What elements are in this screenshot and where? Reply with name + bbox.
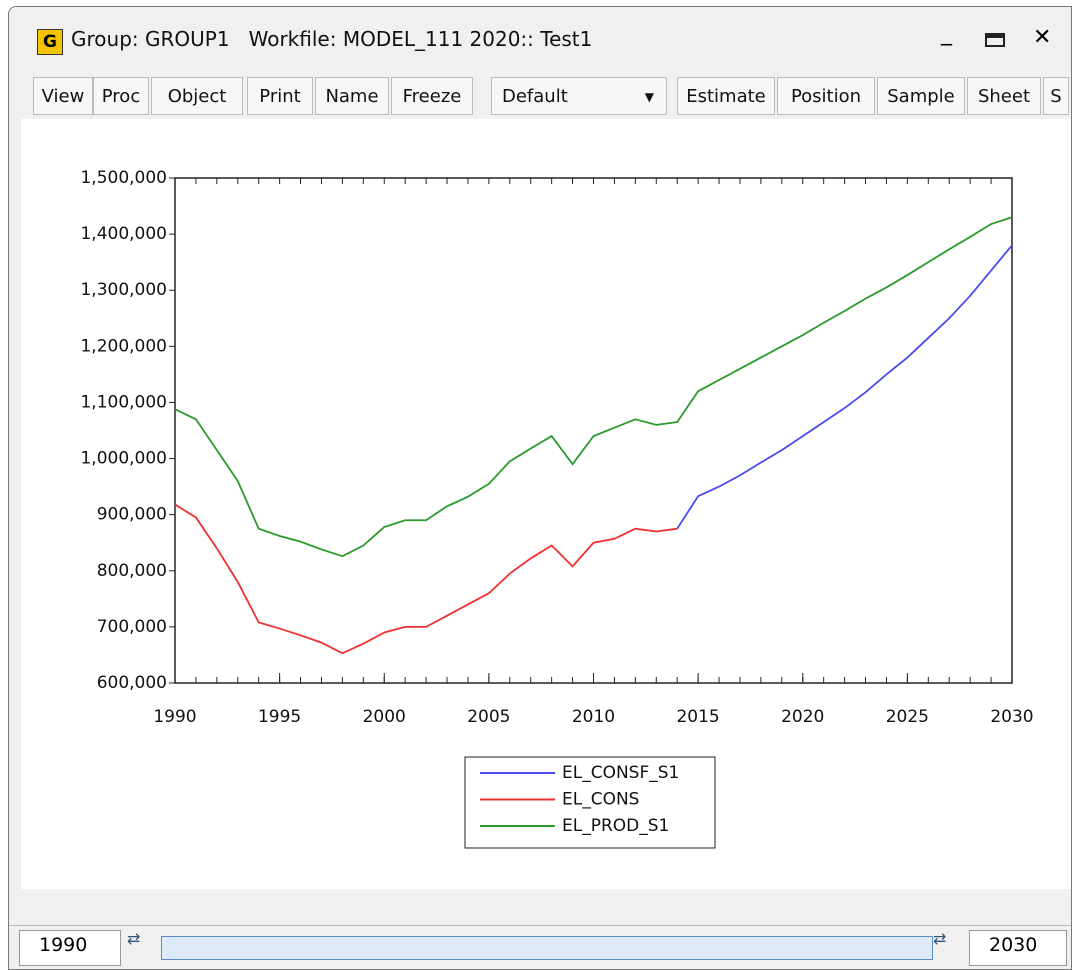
button-label: Object	[167, 86, 227, 107]
plot-area	[174, 177, 1013, 684]
x-tick-label: 2025	[886, 707, 929, 727]
y-tick-label: 1,400,000	[80, 224, 167, 244]
range-end: 2030	[989, 934, 1038, 956]
toolbar-button[interactable]: S	[1043, 77, 1069, 115]
dropdown-arrow: ▼	[644, 90, 654, 104]
toolbar-button[interactable]: Sheet	[967, 77, 1041, 115]
toolbar-button[interactable]: Estimate	[677, 77, 775, 115]
slider[interactable]	[161, 936, 933, 960]
y-tick-label: 1,100,000	[80, 392, 167, 412]
toolbar-button[interactable]: Print	[247, 77, 313, 115]
y-tick-label: 1,500,000	[80, 168, 167, 188]
x-tick-label: 1990	[153, 707, 196, 727]
x-tick-label: 2000	[363, 707, 406, 727]
x-tick-label: 2010	[572, 707, 615, 727]
dropdown[interactable]: Default ▼	[491, 77, 667, 115]
button-label: Proc	[101, 86, 141, 107]
y-tick-label: 800,000	[97, 561, 167, 581]
y-tick-label: 1,200,000	[80, 336, 167, 356]
toolbar-button[interactable]: Position	[777, 77, 875, 115]
button-label: View	[41, 86, 85, 107]
x-tick-label: 2015	[676, 707, 719, 727]
legend-label: EL_CONSF_S1	[562, 763, 679, 783]
button-label: Sheet	[977, 86, 1031, 107]
toolbar-button[interactable]: Freeze	[391, 77, 473, 115]
button-label: Print	[259, 86, 301, 107]
shift-left[interactable]: ⇄	[127, 929, 141, 948]
legend-label: EL_CONS	[562, 790, 639, 810]
maximize-button[interactable]	[985, 33, 1005, 47]
x-tick-label: 2030	[990, 707, 1033, 727]
window-icon: G	[37, 29, 63, 55]
y-tick-label: 900,000	[97, 505, 167, 525]
button-label: S	[1050, 86, 1062, 107]
y-tick-label: 600,000	[97, 673, 167, 693]
y-tick-label: 1,300,000	[80, 280, 167, 300]
button-label: Sample	[887, 86, 955, 107]
x-tick-label: 2020	[781, 707, 824, 727]
series-line	[174, 216, 1013, 558]
legend-label: EL_PROD_S1	[562, 816, 669, 836]
toolbar-button[interactable]: Object	[151, 77, 243, 115]
sample-bar: 1990 ⇄ ⇄ 2030	[9, 925, 1071, 970]
button-label: Freeze	[402, 86, 462, 107]
button-label: Estimate	[686, 86, 766, 107]
close-button[interactable]: ✕	[1033, 25, 1052, 50]
toolbar-button[interactable]: View	[33, 77, 93, 115]
y-tick-label: 700,000	[97, 617, 167, 637]
button-label: Position	[790, 86, 862, 107]
button-label: Default	[502, 86, 568, 107]
toolbar-button[interactable]: Proc	[93, 77, 149, 115]
toolbar-button[interactable]: Sample	[877, 77, 965, 115]
minimize-button[interactable]: _	[941, 21, 952, 46]
x-tick-label: 2005	[467, 707, 510, 727]
button-label: Name	[325, 86, 379, 107]
y-tick-label: 1,000,000	[80, 449, 167, 469]
range-start: 1990	[39, 934, 88, 956]
toolbar-button[interactable]: Name	[315, 77, 389, 115]
end-box	[969, 930, 1067, 966]
shift-right[interactable]: ⇄	[933, 929, 947, 948]
x-tick-label: 1995	[258, 707, 301, 727]
series-line	[174, 503, 678, 655]
start-box	[19, 930, 121, 966]
series-line	[676, 244, 1013, 530]
window-title: Group: GROUP1 Workfile: MODEL_111 2020::…	[71, 27, 593, 51]
chart: 600,000 700,000 800,000 900,000 1,000,000 1,1…	[80, 168, 1034, 849]
